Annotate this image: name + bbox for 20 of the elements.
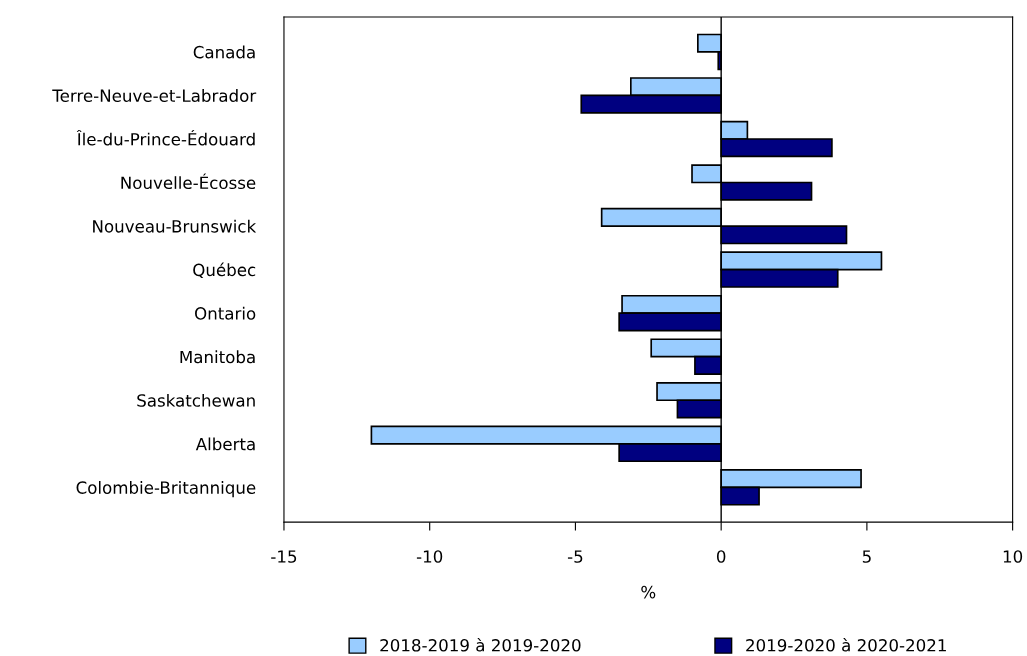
x-axis-title: % [641, 585, 656, 599]
x-tick-label: -5 [567, 550, 583, 563]
y-tick-label: Alberta [195, 437, 255, 451]
y-tick-label: Québec [193, 262, 256, 279]
x-tick-label: 0 [716, 550, 726, 563]
y-tick-label: Île-du-Prince-Édouard [76, 129, 255, 146]
y-tick-label: Ontario [195, 306, 256, 320]
y-tick-label: Saskatchewan [137, 393, 255, 407]
x-tick-label: 10 [1003, 550, 1023, 563]
y-tick-label: Manitoba [180, 350, 255, 364]
x-tick-label: -15 [271, 550, 297, 563]
y-tick-label: Canada [193, 45, 255, 59]
x-tick-label: -10 [416, 550, 443, 563]
legend-label: 2018-2019 à 2019-2020 [380, 638, 581, 652]
x-tick-label: 5 [862, 550, 871, 563]
legend-label: 2019-2020 à 2020-2021 [746, 638, 946, 652]
y-tick-label: Nouveau-Brunswick [93, 219, 257, 233]
y-tick-label: Colombie-Britannique [76, 481, 256, 498]
y-tick-label: Nouvelle-Écosse [121, 173, 256, 190]
y-tick-label: Terre-Neuve-et-Labrador [52, 89, 257, 103]
